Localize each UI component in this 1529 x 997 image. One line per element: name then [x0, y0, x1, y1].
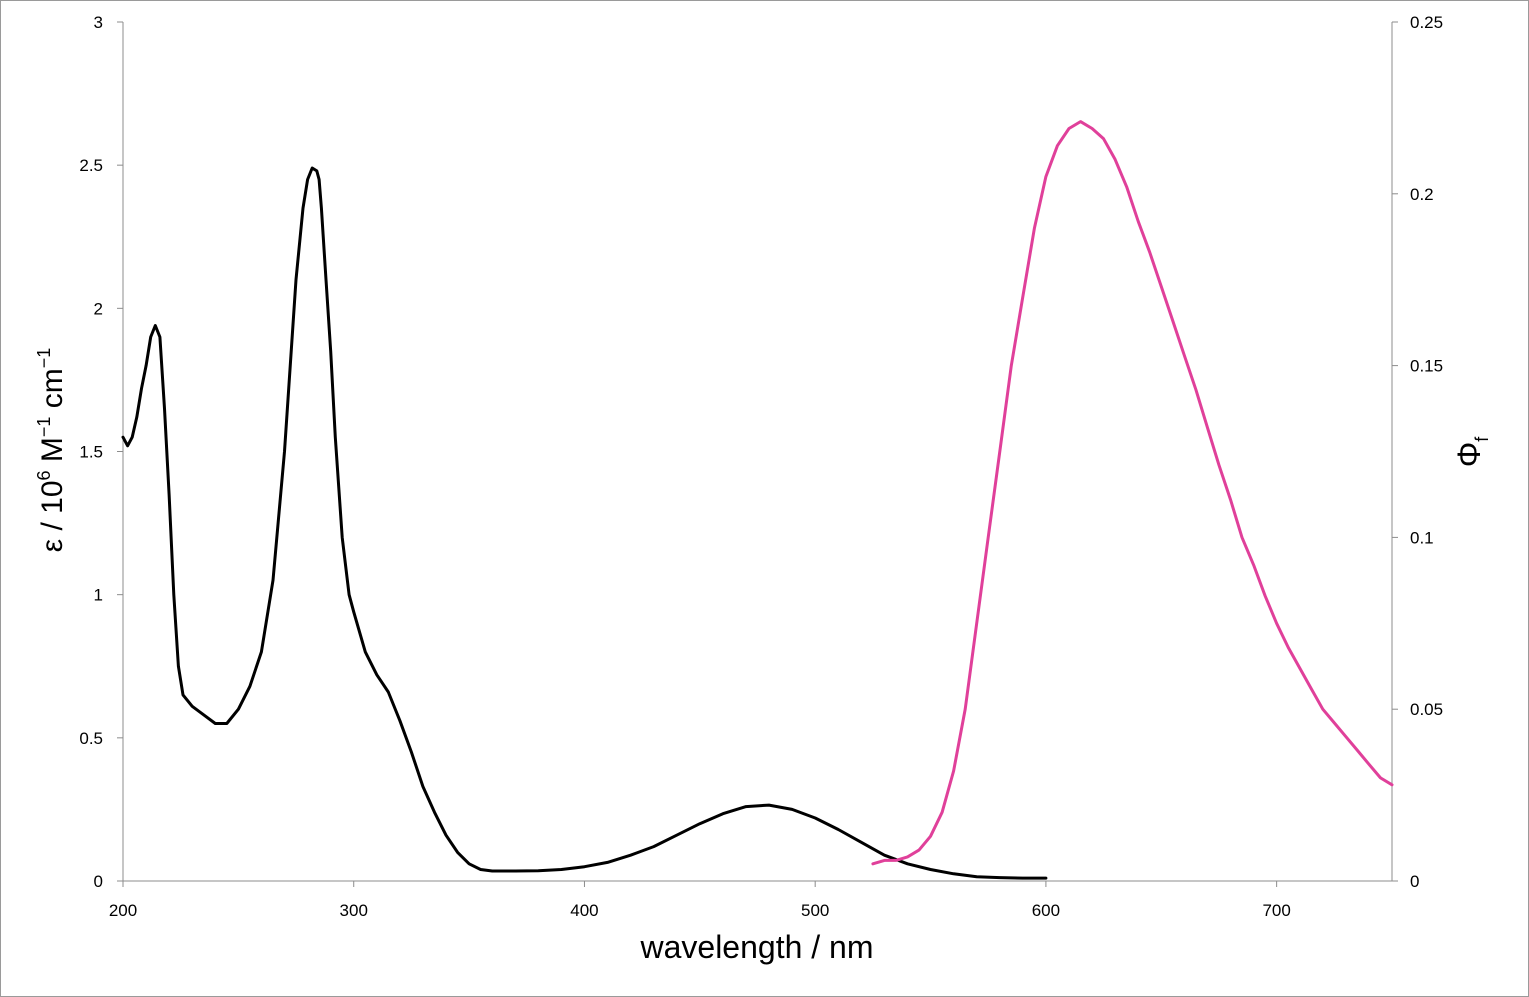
- y-right-tick-label: 0.1: [1410, 528, 1434, 547]
- series-line-left: [121, 166, 1048, 880]
- x-tick-label: 200: [109, 901, 137, 920]
- y-left-tick-label: 0.5: [79, 729, 103, 748]
- y-left-axis-title: ε / 106 M−1 cm−1: [34, 348, 69, 552]
- y-right-title-symbol: Φ: [1451, 442, 1487, 468]
- y-left-tick-label: 3: [94, 13, 103, 32]
- x-tick-label: 400: [570, 901, 598, 920]
- chart-ticks: 200 300 400 500 600 700 0 0.5 1 1.5 2 2.5 3 0 0.05 0.1 0…: [79, 13, 1443, 920]
- x-tick-label: 600: [1032, 901, 1060, 920]
- x-axis-title: wavelength / nm: [639, 929, 873, 965]
- y-left-title-exp3: −1: [34, 348, 54, 369]
- y-right-tick-label: 0: [1410, 872, 1419, 891]
- y-left-title-exp2: −1: [34, 417, 54, 438]
- y-left-tick-label: 1: [94, 586, 103, 605]
- y-left-title-prefix: ε / 10: [36, 480, 69, 552]
- y-right-title-sub: f: [1472, 436, 1492, 442]
- y-right-tick-label: 0.2: [1410, 185, 1434, 204]
- y-right-tick-label: 0.15: [1410, 357, 1443, 376]
- y-right-axis-title: Φf: [1451, 436, 1492, 468]
- y-left-tick-label: 2.5: [79, 156, 103, 175]
- y-right-tick-label: 0.25: [1410, 13, 1443, 32]
- y-left-title-mid: M: [36, 437, 69, 470]
- chart-axes: [122, 22, 1393, 882]
- x-tick-label: 500: [801, 901, 829, 920]
- y-left-title-exp: 6: [34, 470, 54, 480]
- x-tick-label: 300: [340, 901, 368, 920]
- x-tick-label: 700: [1262, 901, 1290, 920]
- y-right-tick-label: 0.05: [1410, 700, 1443, 719]
- series-line-right: [871, 120, 1394, 866]
- y-left-title-suffix: cm: [36, 368, 69, 416]
- chart-series: [121, 120, 1394, 880]
- y-left-tick-label: 2: [94, 299, 103, 318]
- y-left-tick-label: 0: [94, 872, 103, 891]
- y-left-tick-label: 1.5: [79, 443, 103, 462]
